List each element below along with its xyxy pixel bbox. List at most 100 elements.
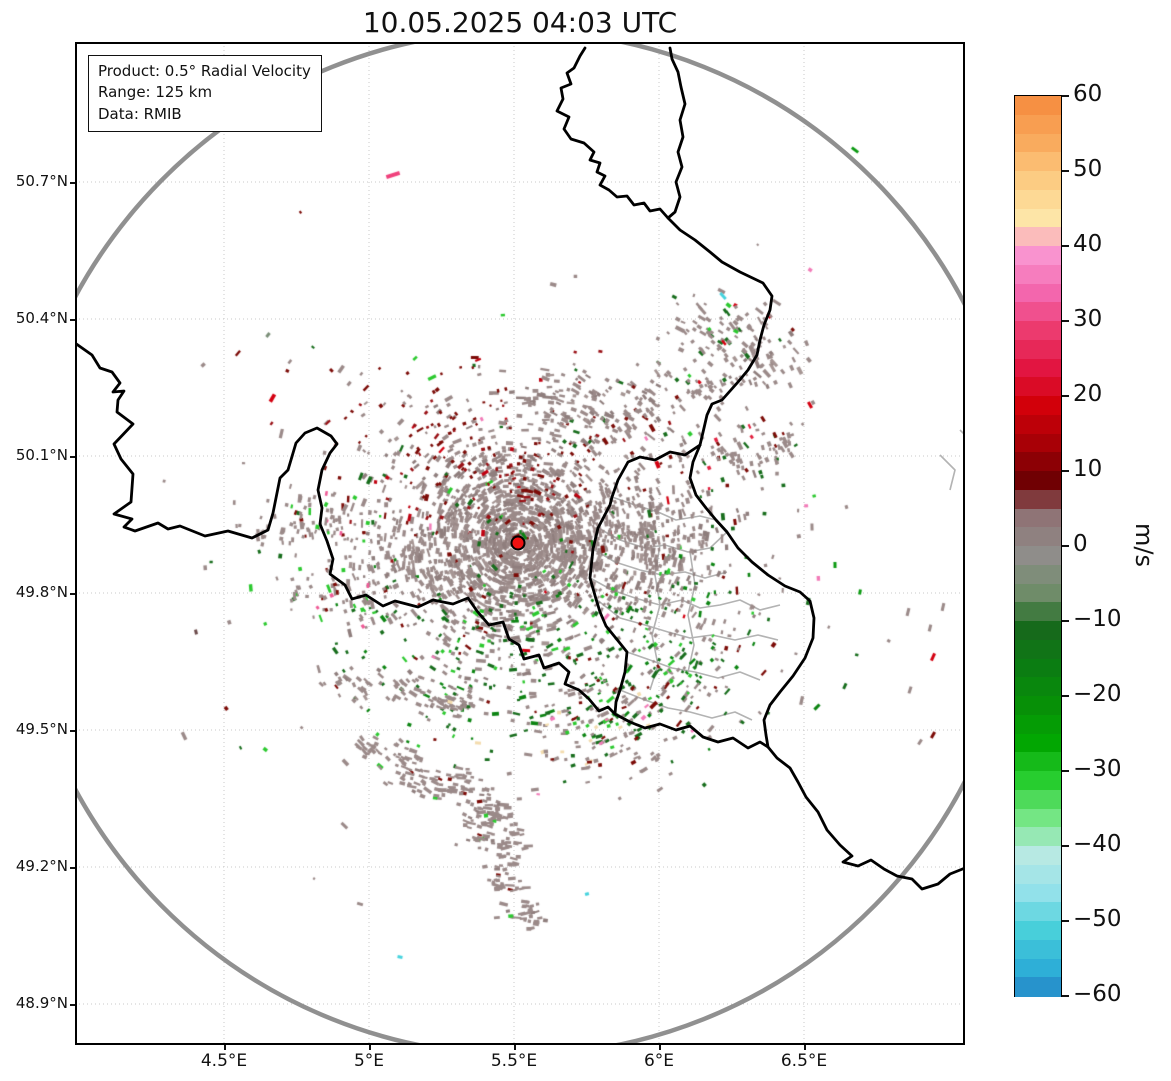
colorbar-band <box>1015 471 1061 491</box>
colorbar-tick-label: −40 <box>1073 831 1122 857</box>
colorbar-band <box>1015 321 1061 341</box>
colorbar-band <box>1015 171 1061 191</box>
colorbar-tick-mark <box>1062 545 1069 547</box>
y-tick-mark <box>70 456 75 458</box>
y-tick-mark <box>70 182 75 184</box>
colorbar-tick-label: −50 <box>1073 906 1122 932</box>
y-tick-label: 49.5°N <box>15 720 68 738</box>
colorbar-band <box>1015 864 1061 885</box>
country-borders <box>75 46 965 891</box>
colorbar-tick-label: −10 <box>1073 606 1122 632</box>
colorbar-band <box>1015 246 1061 266</box>
colorbar-band <box>1015 227 1061 247</box>
colorbar-tick-label: 40 <box>1073 231 1103 257</box>
x-tick-mark <box>369 1045 371 1050</box>
colorbar-band <box>1015 921 1061 941</box>
colorbar-band <box>1015 883 1061 903</box>
colorbar-band <box>1015 771 1061 791</box>
x-tick-label: 5.5°E <box>490 1051 538 1071</box>
colorbar-band <box>1015 133 1061 153</box>
colorbar-tick-mark <box>1062 395 1069 397</box>
colorbar-tick-label: −30 <box>1073 756 1122 782</box>
y-tick-label: 48.9°N <box>15 994 68 1012</box>
colorbar <box>1014 95 1062 997</box>
colorbar-band <box>1015 152 1061 172</box>
colorbar-tick-label: 30 <box>1073 306 1103 332</box>
colorbar-band <box>1015 827 1061 847</box>
colorbar-band <box>1015 902 1061 922</box>
axes-spines <box>75 42 965 1045</box>
x-tick-label: 6.5°E <box>780 1051 828 1071</box>
colorbar-band <box>1015 189 1061 210</box>
colorbar-band <box>1015 658 1061 678</box>
colorbar-band <box>1015 752 1061 772</box>
colorbar-tick-label: 0 <box>1073 531 1088 557</box>
y-tick-mark <box>70 730 75 732</box>
colorbar-band <box>1015 846 1061 866</box>
colorbar-band <box>1015 96 1061 116</box>
y-tick-label: 50.7°N <box>15 172 68 190</box>
y-tick-label: 50.4°N <box>15 309 68 327</box>
colorbar-band <box>1015 527 1061 547</box>
colorbar-band <box>1015 114 1061 135</box>
colorbar-band <box>1015 696 1061 716</box>
colorbar-band <box>1015 977 1061 997</box>
colorbar-tick-label: 10 <box>1073 456 1103 482</box>
colorbar-band <box>1015 677 1061 697</box>
colorbar-band <box>1015 546 1061 566</box>
colorbar-tick-label: −20 <box>1073 681 1122 707</box>
x-tick-label: 5°E <box>353 1051 385 1071</box>
colorbar-band <box>1015 602 1061 622</box>
colorbar-band <box>1015 714 1061 735</box>
x-tick-label: 4.5°E <box>200 1051 248 1071</box>
colorbar-band <box>1015 414 1061 435</box>
colorbar-band <box>1015 283 1061 303</box>
info-box: Product: 0.5° Radial Velocity Range: 125 … <box>88 55 322 132</box>
colorbar-tick-mark <box>1062 920 1069 922</box>
y-tick-label: 49.8°N <box>15 583 68 601</box>
colorbar-band <box>1015 358 1061 378</box>
x-tick-mark <box>659 1045 661 1050</box>
colorbar-band <box>1015 733 1061 753</box>
colorbar-band <box>1015 377 1061 397</box>
colorbar-band <box>1015 208 1061 228</box>
colorbar-band <box>1015 789 1061 810</box>
colorbar-band <box>1015 508 1061 528</box>
info-box-line: Product: 0.5° Radial Velocity <box>98 62 311 80</box>
colorbar-band <box>1015 489 1061 510</box>
y-tick-mark <box>70 1004 75 1006</box>
colorbar-band <box>1015 396 1061 416</box>
y-tick-mark <box>70 867 75 869</box>
colorbar-band <box>1015 621 1061 641</box>
colorbar-tick-mark <box>1062 320 1069 322</box>
colorbar-band <box>1015 564 1061 585</box>
x-tick-mark <box>224 1045 226 1050</box>
colorbar-tick-mark <box>1062 470 1069 472</box>
info-box-line: Range: 125 km <box>98 83 213 102</box>
colorbar-tick-mark <box>1062 620 1069 622</box>
colorbar-band <box>1015 939 1061 960</box>
colorbar-band <box>1015 433 1061 453</box>
colorbar-tick-label: 50 <box>1073 156 1103 182</box>
plot-area: Product: 0.5° Radial Velocity Range: 125 … <box>75 42 965 1045</box>
colorbar-tick-mark <box>1062 845 1069 847</box>
x-tick-mark <box>804 1045 806 1050</box>
y-tick-label: 49.2°N <box>15 857 68 875</box>
colorbar-band <box>1015 452 1061 472</box>
colorbar-band <box>1015 339 1061 360</box>
colorbar-tick-mark <box>1062 170 1069 172</box>
colorbar-band <box>1015 958 1061 978</box>
colorbar-tick-mark <box>1062 95 1069 97</box>
y-tick-mark <box>70 593 75 595</box>
colorbar-band <box>1015 808 1061 828</box>
map-border-layer <box>75 42 965 1045</box>
colorbar-band <box>1015 264 1061 285</box>
colorbar-units-label: m/s <box>1129 523 1158 567</box>
colorbar-band <box>1015 583 1061 603</box>
colorbar-tick-mark <box>1062 995 1069 997</box>
colorbar-band <box>1015 302 1061 322</box>
colorbar-tick-label: 60 <box>1073 81 1103 107</box>
y-tick-mark <box>70 319 75 321</box>
colorbar-tick-label: −60 <box>1073 981 1122 1007</box>
